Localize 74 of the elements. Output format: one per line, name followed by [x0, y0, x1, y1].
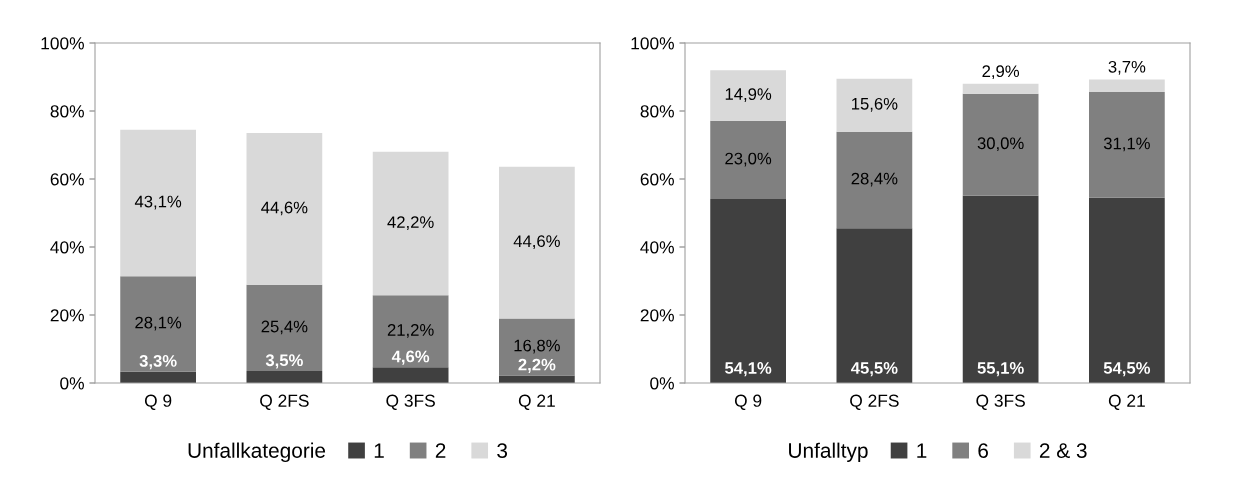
bar	[120, 129, 196, 277]
x-tick-label: Q 2FS	[850, 394, 899, 410]
legend-label: 6	[978, 443, 988, 458]
x-tick-label: Q 21	[518, 394, 555, 410]
legend-title: Unfalltyp	[789, 442, 868, 463]
y-tick-label: 80%	[640, 105, 674, 118]
legend-title: Unfallkategorie	[188, 442, 326, 463]
bar	[1089, 91, 1165, 198]
x-tick-label: Q 2FS	[260, 394, 309, 410]
bar	[246, 284, 323, 372]
x-tick-label: Q 9	[144, 394, 172, 410]
bar	[120, 276, 196, 372]
data-label: 55,1%	[977, 362, 1024, 377]
y-tick-label: 40%	[50, 241, 84, 254]
data-label: 14,9%	[725, 88, 772, 102]
data-label: 44,6%	[513, 235, 560, 250]
bar	[246, 133, 323, 285]
legend-label: 1	[917, 443, 927, 458]
bar	[246, 371, 323, 383]
data-label: 54,5%	[1103, 362, 1151, 377]
bar	[372, 367, 449, 383]
data-label: 2,9%	[982, 65, 1020, 80]
data-label: 3,5%	[265, 354, 303, 369]
bar	[962, 93, 1039, 196]
data-label: 31,1%	[1103, 137, 1150, 152]
data-label: 45,5%	[851, 362, 898, 377]
data-label: 28,4%	[851, 172, 898, 187]
legend-label: 2	[435, 443, 446, 458]
data-label: 16,8%	[514, 339, 560, 354]
x-tick-label: Q 9	[734, 394, 762, 410]
bar	[372, 295, 449, 368]
data-label: 3,3%	[139, 354, 177, 370]
y-tick-label: 40%	[640, 241, 674, 254]
data-label: 30,0%	[977, 137, 1024, 152]
bar	[710, 120, 786, 200]
data-label: 54,1%	[725, 362, 772, 377]
data-label: 25,4%	[261, 320, 308, 335]
data-label: 28,1%	[135, 316, 182, 331]
data-label: 23,0%	[725, 152, 772, 167]
data-label: 15,6%	[852, 97, 898, 112]
bar	[1089, 79, 1165, 92]
data-label: 3,7%	[1108, 60, 1146, 75]
bar	[1089, 197, 1165, 383]
y-tick-label: 100%	[631, 37, 674, 50]
bar	[710, 70, 786, 121]
data-label: 43,1%	[134, 195, 182, 210]
y-tick-label: 60%	[50, 173, 84, 186]
bar	[962, 195, 1039, 383]
bar	[962, 83, 1039, 94]
y-tick-label: 0%	[60, 377, 84, 390]
data-label: 44,6%	[261, 201, 308, 216]
data-label: 21,2%	[387, 323, 434, 338]
bar	[499, 166, 575, 319]
data-label: 2,2%	[518, 358, 556, 373]
x-tick-label: Q 3FS	[976, 394, 1025, 410]
y-tick-label: 0%	[650, 377, 674, 390]
bar	[836, 131, 913, 229]
bar	[499, 318, 575, 376]
data-label: 4,6%	[391, 350, 430, 365]
bar	[836, 228, 913, 383]
bar	[836, 78, 913, 132]
data-label: 42,2%	[387, 216, 434, 230]
legend-label: 2 & 3	[1039, 443, 1087, 458]
legend-label: 3	[497, 443, 508, 458]
y-tick-label: 60%	[640, 173, 674, 186]
y-tick-label: 20%	[640, 309, 674, 322]
bar	[710, 199, 786, 383]
y-tick-label: 80%	[50, 105, 84, 118]
x-tick-label: Q 3FS	[386, 394, 435, 410]
bar	[372, 151, 449, 296]
x-tick-label: Q 21	[1108, 394, 1145, 410]
y-tick-label: 100%	[41, 37, 84, 50]
legend-label: 1	[374, 443, 384, 458]
y-tick-label: 20%	[50, 309, 84, 322]
